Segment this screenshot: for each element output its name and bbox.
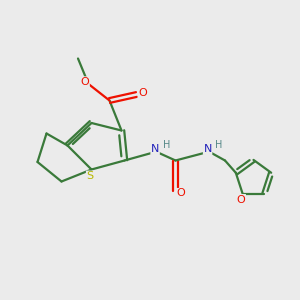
Text: H: H xyxy=(215,140,223,151)
Text: O: O xyxy=(138,88,147,98)
Text: O: O xyxy=(80,77,89,87)
Text: O: O xyxy=(237,194,245,205)
Text: H: H xyxy=(163,140,170,151)
Text: N: N xyxy=(203,144,212,154)
Text: O: O xyxy=(176,188,185,199)
Text: N: N xyxy=(151,144,159,154)
Text: S: S xyxy=(86,171,94,181)
